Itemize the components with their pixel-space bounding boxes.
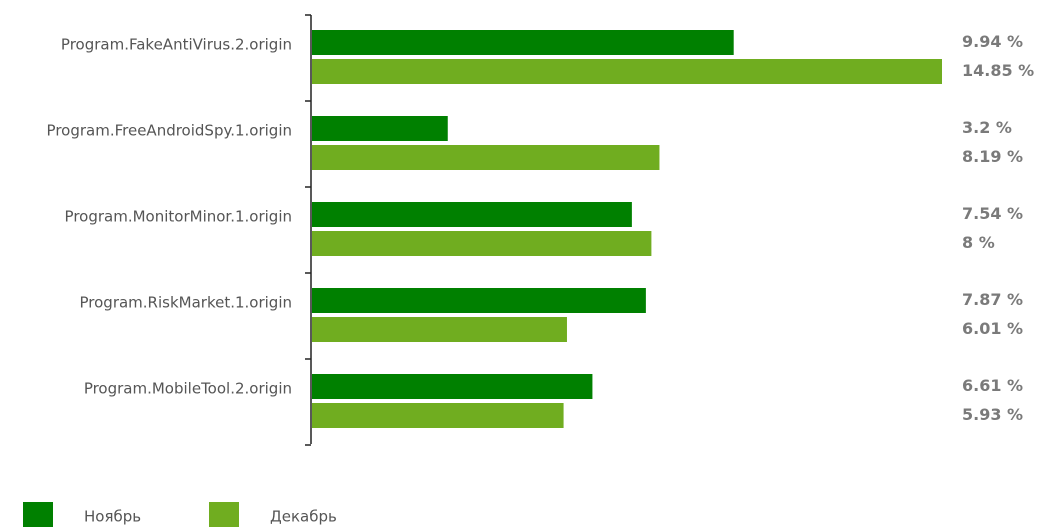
category-labels: Program.FakeAntiVirus.2.origin Program.Fr… <box>47 36 292 398</box>
value-label: 14.85 % <box>962 61 1034 80</box>
legend-swatch <box>209 502 239 527</box>
bar-december <box>312 403 564 428</box>
bars <box>312 30 942 428</box>
value-label: 6.01 % <box>962 319 1023 338</box>
bar-december <box>312 59 942 84</box>
bar-december <box>312 231 652 256</box>
legend: Ноябрь Декабрь <box>23 502 337 527</box>
category-label: Program.FreeAndroidSpy.1.origin <box>47 122 292 140</box>
bar-november <box>312 30 734 55</box>
legend-swatch <box>23 502 53 527</box>
value-label: 7.87 % <box>962 290 1023 309</box>
legend-label: Ноябрь <box>84 508 141 526</box>
value-label: 8 % <box>962 233 995 252</box>
bar-december <box>312 317 567 342</box>
value-label: 8.19 % <box>962 147 1023 166</box>
value-label: 9.94 % <box>962 32 1023 51</box>
category-label: Program.MobileTool.2.origin <box>84 380 292 398</box>
category-label: Program.FakeAntiVirus.2.origin <box>61 36 292 54</box>
value-label: 7.54 % <box>962 204 1023 223</box>
bar-november <box>312 288 646 313</box>
legend-label: Декабрь <box>270 508 337 526</box>
value-label: 3.2 % <box>962 118 1012 137</box>
value-label: 5.93 % <box>962 405 1023 424</box>
bar-november <box>312 202 632 227</box>
bar-november <box>312 374 593 399</box>
bar-december <box>312 145 660 170</box>
axis-layer <box>305 14 312 446</box>
value-label: 6.61 % <box>962 376 1023 395</box>
category-label: Program.MonitorMinor.1.origin <box>65 208 292 226</box>
bar-november <box>312 116 448 141</box>
category-label: Program.RiskMarket.1.origin <box>80 294 293 312</box>
value-labels: 9.94 % 14.85 % 3.2 % 8.19 % 7.54 % 8 % 7.87 % 6… <box>962 32 1034 424</box>
